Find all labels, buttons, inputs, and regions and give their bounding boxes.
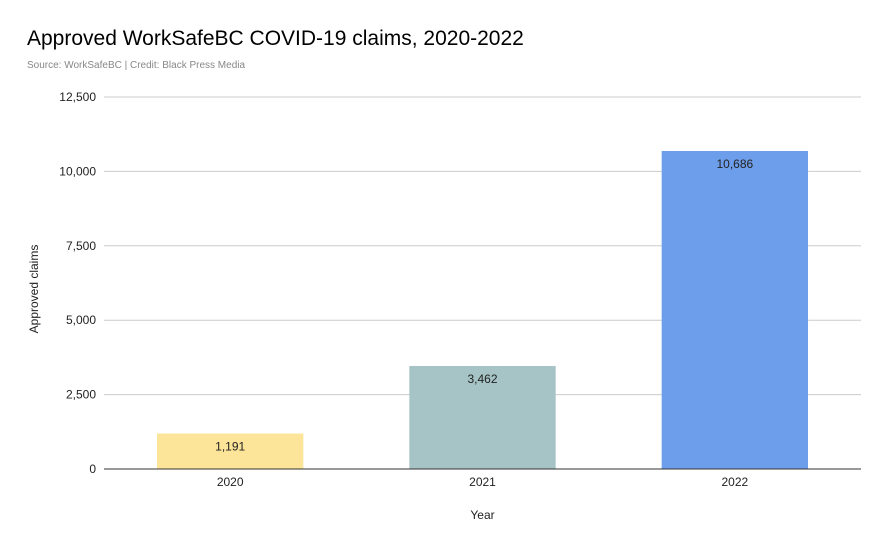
y-tick-labels: 0 2,500 5,000 7,500 10,000 12,500 xyxy=(59,90,96,476)
y-axis-label: Approved claims xyxy=(27,245,41,334)
y-tick-label: 5,000 xyxy=(66,313,96,327)
chart-subtitle: Source: WorkSafeBC | Credit: Black Press… xyxy=(27,60,246,71)
y-tick-label: 7,500 xyxy=(66,239,96,253)
bar-value-label: 10,686 xyxy=(716,157,753,171)
bar-value-label: 3,462 xyxy=(467,372,497,386)
x-axis-label: Year xyxy=(470,508,494,522)
x-tick-label: 2022 xyxy=(721,475,748,489)
x-tick-labels: 2020 2021 2022 xyxy=(217,475,749,489)
y-tick-label: 10,000 xyxy=(59,164,96,178)
bar-2020 xyxy=(156,433,304,469)
bar-value-label: 1,191 xyxy=(215,440,245,454)
bar-2022 xyxy=(661,150,809,470)
y-tick-label: 0 xyxy=(89,462,96,476)
bar-value-labels: 1,191 3,462 10,686 xyxy=(215,157,753,454)
x-tick-label: 2021 xyxy=(469,475,496,489)
y-tick-label: 12,500 xyxy=(59,90,96,104)
bars xyxy=(156,150,809,470)
y-tick-label: 2,500 xyxy=(66,388,96,402)
chart-title: Approved WorkSafeBC COVID-19 claims, 202… xyxy=(27,27,524,50)
bar-2021 xyxy=(409,365,556,469)
x-tick-label: 2020 xyxy=(217,475,244,489)
